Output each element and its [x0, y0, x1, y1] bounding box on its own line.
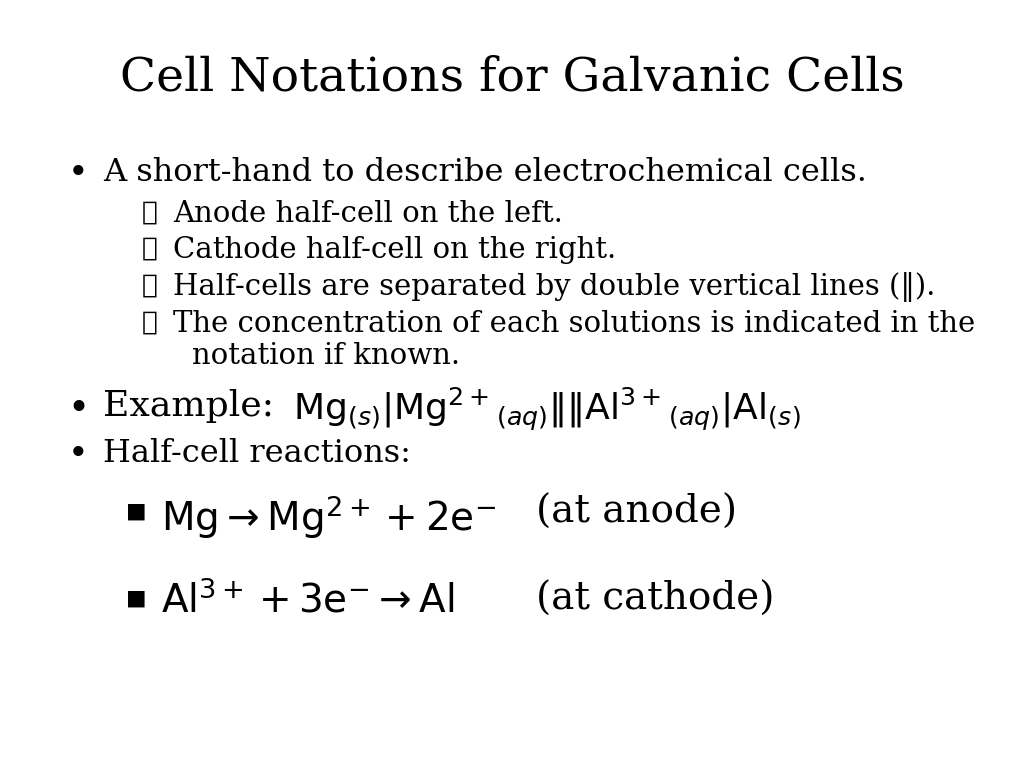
Text: A short-hand to describe electrochemical cells.: A short-hand to describe electrochemical… [102, 157, 866, 187]
Text: The concentration of each solutions is indicated in the: The concentration of each solutions is i… [173, 310, 976, 338]
Text: (at cathode): (at cathode) [537, 581, 774, 617]
Text: ▪: ▪ [125, 582, 147, 614]
Text: ➤: ➤ [141, 272, 158, 297]
Text: Anode half-cell on the left.: Anode half-cell on the left. [173, 200, 563, 228]
Text: ➤: ➤ [141, 310, 158, 335]
Text: ➤: ➤ [141, 236, 158, 261]
Text: notation if known.: notation if known. [193, 342, 461, 370]
Text: ➤: ➤ [141, 200, 158, 225]
Text: •: • [68, 157, 88, 190]
Text: ▪: ▪ [125, 496, 147, 528]
Text: $\mathrm{Mg} \rightarrow \mathrm{Mg}^{2+} + \mathrm{2e}^{-}$: $\mathrm{Mg} \rightarrow \mathrm{Mg}^{2+… [161, 494, 496, 541]
Text: •: • [68, 438, 88, 472]
Text: $\mathrm{Al}^{3+} + \mathrm{3e}^{-} \rightarrow \mathrm{Al}$: $\mathrm{Al}^{3+} + \mathrm{3e}^{-} \rig… [161, 581, 455, 620]
Text: $\mathrm{Mg}_{(s)}\mathrm{|Mg}^{2+}{}_{(aq)}\|\|\mathrm{Al}^{3+}{}_{(aq)}\mathrm: $\mathrm{Mg}_{(s)}\mathrm{|Mg}^{2+}{}_{(… [293, 386, 800, 432]
Text: •: • [68, 391, 89, 427]
Text: Half-cells are separated by double vertical lines (‖).: Half-cells are separated by double verti… [173, 272, 936, 302]
Text: Cell Notations for Galvanic Cells: Cell Notations for Galvanic Cells [120, 55, 904, 101]
Text: Cathode half-cell on the right.: Cathode half-cell on the right. [173, 236, 616, 264]
Text: Half-cell reactions:: Half-cell reactions: [102, 438, 411, 469]
Text: (at anode): (at anode) [537, 494, 737, 531]
Text: Example:: Example: [102, 389, 286, 423]
